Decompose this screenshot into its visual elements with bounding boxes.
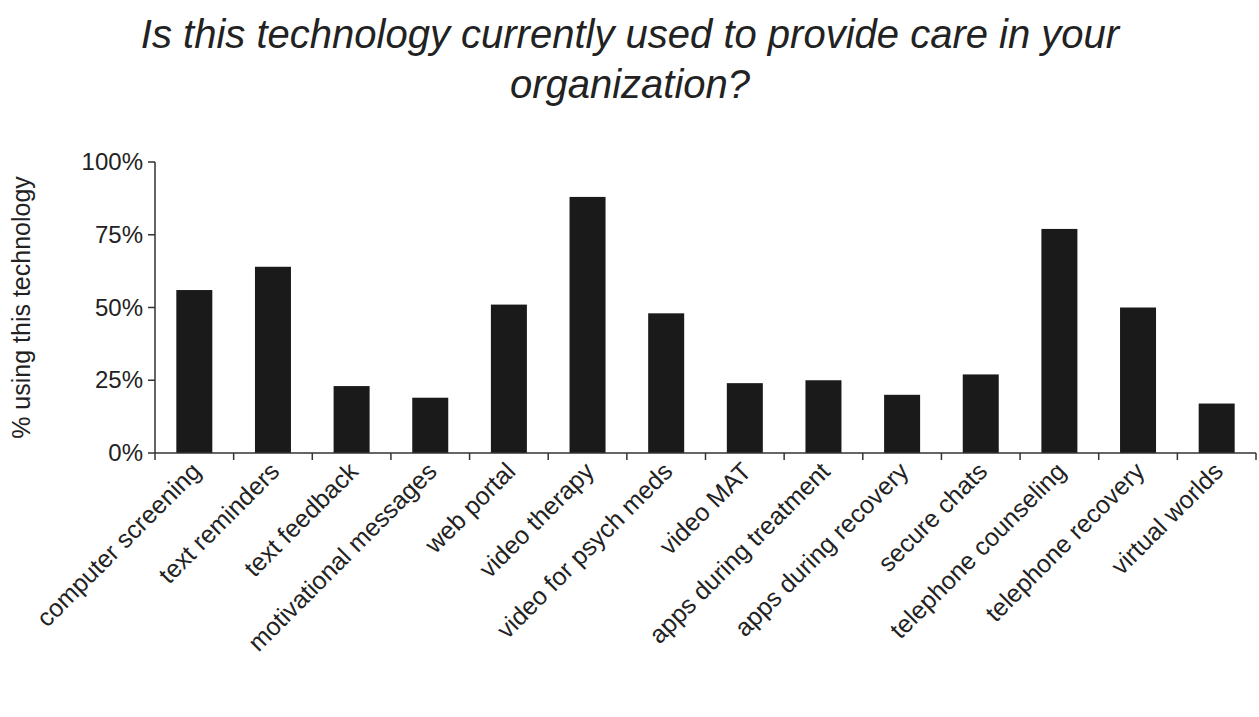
title: Is this technology currently used to pro… — [141, 12, 1121, 106]
x-tick — [390, 453, 392, 460]
title-line: organization? — [510, 62, 751, 106]
x-tick — [862, 453, 864, 460]
y-tick — [148, 307, 155, 309]
x-tick — [154, 453, 156, 460]
x-tick — [312, 453, 314, 460]
bar — [884, 395, 920, 453]
x-tick-label: video for psych meds — [491, 457, 678, 644]
x-tick — [1255, 453, 1257, 460]
bar — [1120, 308, 1156, 454]
bar — [1199, 404, 1235, 453]
y-axis-label: % using this technology — [7, 176, 35, 439]
bar — [176, 290, 212, 453]
bar — [963, 374, 999, 453]
bar — [1041, 229, 1077, 453]
y-tick — [148, 380, 155, 382]
bar — [491, 305, 527, 453]
bar — [255, 267, 291, 453]
bar — [412, 398, 448, 453]
bar — [727, 383, 763, 453]
y-tick — [148, 452, 155, 454]
y-tick-label: 100% — [82, 148, 143, 175]
x-tick — [1177, 453, 1179, 460]
y-tick-label: 25% — [95, 366, 143, 393]
bar — [805, 380, 841, 453]
x-tick-label: virtual worlds — [1105, 457, 1228, 580]
y-axis — [154, 162, 156, 453]
x-tick-label: motivational messages — [242, 457, 442, 657]
x-tick — [1098, 453, 1100, 460]
y-tick-label: 50% — [95, 294, 143, 321]
chart: Is this technology currently used to pro… — [0, 0, 1259, 717]
bar — [648, 313, 684, 453]
x-tick — [547, 453, 549, 460]
x-tick — [626, 453, 628, 460]
x-tick — [233, 453, 235, 460]
x-tick — [941, 453, 943, 460]
bar — [570, 197, 606, 453]
y-tick — [148, 161, 155, 163]
x-tick — [1019, 453, 1021, 460]
bar — [334, 386, 370, 453]
title-line: Is this technology currently used to pro… — [141, 12, 1121, 56]
y-tick-label: 0% — [108, 439, 143, 466]
x-tick — [783, 453, 785, 460]
x-tick — [469, 453, 471, 460]
x-tick — [705, 453, 707, 460]
y-tick — [148, 234, 155, 236]
y-tick-label: 75% — [95, 221, 143, 248]
